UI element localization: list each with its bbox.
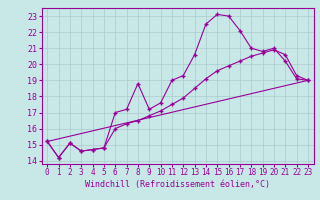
X-axis label: Windchill (Refroidissement éolien,°C): Windchill (Refroidissement éolien,°C): [85, 180, 270, 189]
